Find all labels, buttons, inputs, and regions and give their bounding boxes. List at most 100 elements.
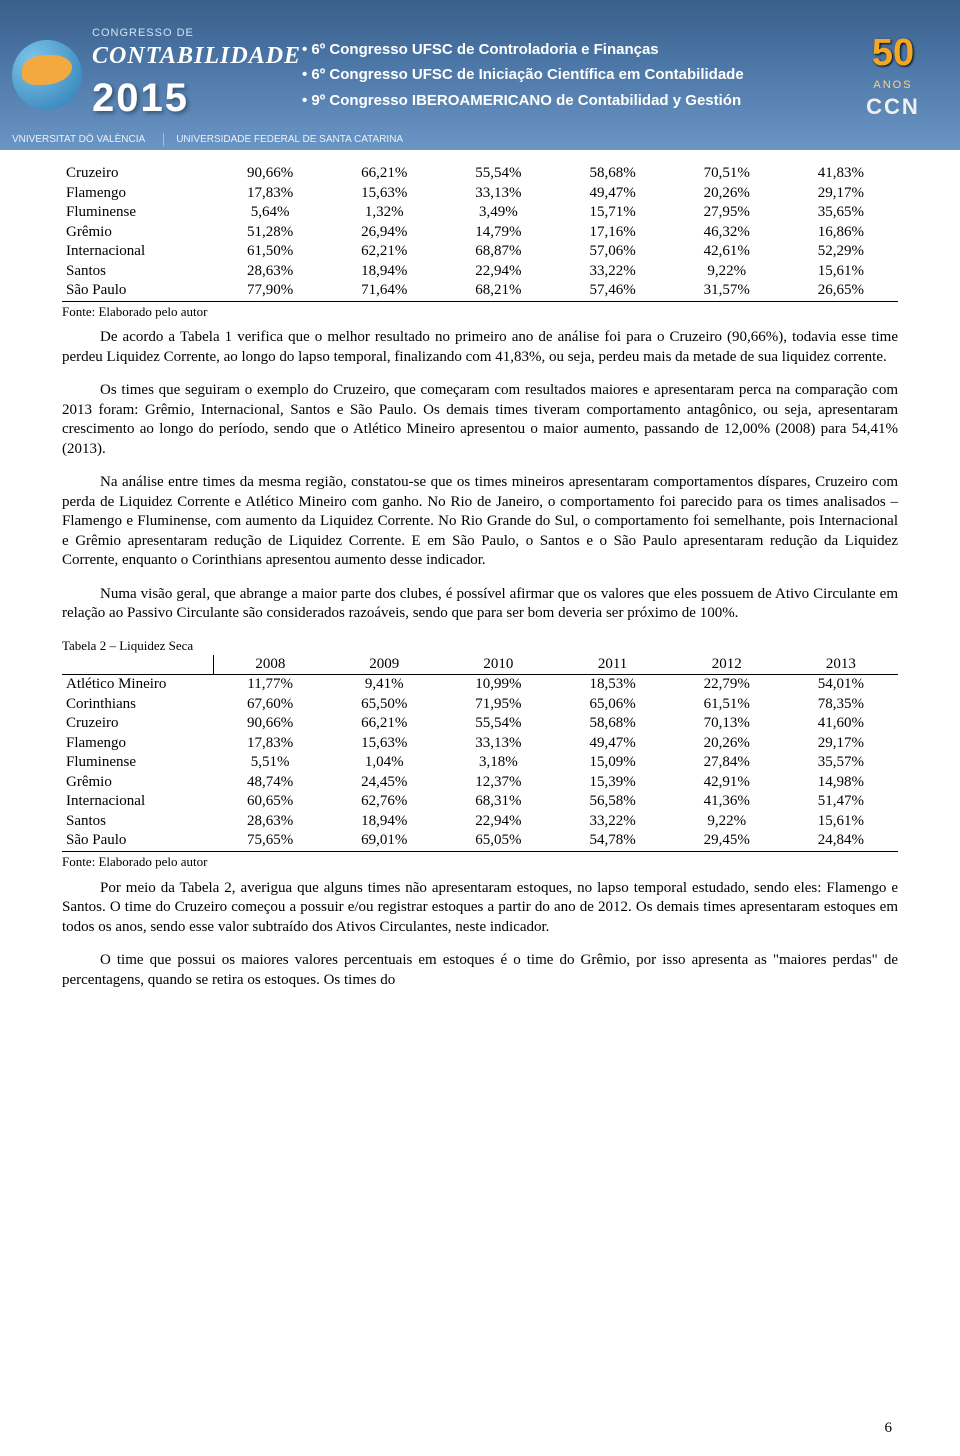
table-cell: 18,94% xyxy=(327,812,441,832)
table-cell: 33,13% xyxy=(441,734,555,754)
globe-icon xyxy=(12,40,82,110)
table-cell: 69,01% xyxy=(327,831,441,851)
table-header-cell xyxy=(62,655,213,675)
banner-title: CONTABILIDADE xyxy=(92,41,301,72)
anniversary-anos: ANOS xyxy=(873,78,912,92)
table-cell: Fluminense xyxy=(62,753,213,773)
banner-bullet: 6º Congresso UFSC de Iniciação Científic… xyxy=(302,65,838,85)
table-cell: 1,04% xyxy=(327,753,441,773)
partner-name: UNIVERSIDADE FEDERAL DE SANTA CATARINA xyxy=(163,133,403,146)
table-cell: 20,26% xyxy=(670,734,784,754)
banner-overline: CONGRESSO DE xyxy=(92,26,301,40)
table-cell: 70,13% xyxy=(670,714,784,734)
table-cell: 66,21% xyxy=(327,164,441,184)
banner-year: 2015 xyxy=(92,72,301,124)
table-cell: 22,94% xyxy=(441,262,555,282)
table-cell: 22,94% xyxy=(441,812,555,832)
table-cell: 24,45% xyxy=(327,773,441,793)
table-row: Grêmio48,74%24,45%12,37%15,39%42,91%14,9… xyxy=(62,773,898,793)
table-cell: São Paulo xyxy=(62,281,213,301)
table-cell: Cruzeiro xyxy=(62,714,213,734)
table-cell: 15,61% xyxy=(784,812,898,832)
table-cell: 61,51% xyxy=(670,695,784,715)
table-cell: Internacional xyxy=(62,242,213,262)
table-row: Internacional60,65%62,76%68,31%56,58%41,… xyxy=(62,792,898,812)
table-cell: 67,60% xyxy=(213,695,327,715)
table-cell: 24,84% xyxy=(784,831,898,851)
table-cell: Cruzeiro xyxy=(62,164,213,184)
table-cell: Fluminense xyxy=(62,203,213,223)
table-cell: Internacional xyxy=(62,792,213,812)
table-cell: 68,31% xyxy=(441,792,555,812)
table-cell: 33,22% xyxy=(556,812,670,832)
table-cell: 52,29% xyxy=(784,242,898,262)
table-cell: 78,35% xyxy=(784,695,898,715)
table-cell: 49,47% xyxy=(556,734,670,754)
table-row: Flamengo17,83%15,63%33,13%49,47%20,26%29… xyxy=(62,184,898,204)
table-cell: Grêmio xyxy=(62,773,213,793)
table-cell: 46,32% xyxy=(670,223,784,243)
table-row: São Paulo75,65%69,01%65,05%54,78%29,45%2… xyxy=(62,831,898,851)
table-cell: 77,90% xyxy=(213,281,327,301)
table-cell: 68,21% xyxy=(441,281,555,301)
table-cell: Flamengo xyxy=(62,734,213,754)
table-2: 200820092010201120122013 Atlético Mineir… xyxy=(62,655,898,852)
table-cell: 70,51% xyxy=(670,164,784,184)
table-cell: 57,06% xyxy=(556,242,670,262)
table-cell: 62,76% xyxy=(327,792,441,812)
table-cell: 12,37% xyxy=(441,773,555,793)
table-cell: 17,83% xyxy=(213,184,327,204)
table-cell: 11,77% xyxy=(213,675,327,695)
banner-bullets: 6º Congresso UFSC de Controladoria e Fin… xyxy=(292,34,838,117)
table-cell: Grêmio xyxy=(62,223,213,243)
anniversary-badge: 50 ANOS CCN xyxy=(838,20,948,130)
table-cell: 35,65% xyxy=(784,203,898,223)
table-cell: 41,60% xyxy=(784,714,898,734)
table-cell: 57,46% xyxy=(556,281,670,301)
table-cell: 51,47% xyxy=(784,792,898,812)
table-1-continuation: Cruzeiro90,66%66,21%55,54%58,68%70,51%41… xyxy=(62,164,898,302)
table-cell: 29,17% xyxy=(784,734,898,754)
partners-bar: VNIVERSITAT DÖ VALÈNCIA UNIVERSIDADE FED… xyxy=(12,133,403,146)
table-cell: 33,13% xyxy=(441,184,555,204)
table-cell: 42,91% xyxy=(670,773,784,793)
table-cell: 15,63% xyxy=(327,184,441,204)
table-cell: Atlético Mineiro xyxy=(62,675,213,695)
table-row: Corinthians67,60%65,50%71,95%65,06%61,51… xyxy=(62,695,898,715)
table-cell: 55,54% xyxy=(441,164,555,184)
table-cell: 5,64% xyxy=(213,203,327,223)
table-row: Fluminense5,64%1,32%3,49%15,71%27,95%35,… xyxy=(62,203,898,223)
table-cell: 15,39% xyxy=(556,773,670,793)
table-cell: 33,22% xyxy=(556,262,670,282)
table-cell: 28,63% xyxy=(213,812,327,832)
table-cell: 29,45% xyxy=(670,831,784,851)
table-cell: 9,41% xyxy=(327,675,441,695)
table-cell: 15,63% xyxy=(327,734,441,754)
table-cell: 14,79% xyxy=(441,223,555,243)
table-cell: Flamengo xyxy=(62,184,213,204)
table-row: Cruzeiro90,66%66,21%55,54%58,68%70,51%41… xyxy=(62,164,898,184)
table-cell: 20,26% xyxy=(670,184,784,204)
table-cell: 14,98% xyxy=(784,773,898,793)
table-cell: 90,66% xyxy=(213,164,327,184)
table-cell: 56,58% xyxy=(556,792,670,812)
table-row: São Paulo77,90%71,64%68,21%57,46%31,57%2… xyxy=(62,281,898,301)
table-cell: 71,64% xyxy=(327,281,441,301)
table-cell: 75,65% xyxy=(213,831,327,851)
table-cell: 65,05% xyxy=(441,831,555,851)
table-cell: 15,71% xyxy=(556,203,670,223)
table-cell: 41,83% xyxy=(784,164,898,184)
table-cell: 10,99% xyxy=(441,675,555,695)
table-cell: 31,57% xyxy=(670,281,784,301)
table-cell: 58,68% xyxy=(556,164,670,184)
page-header-banner: CONGRESSO DE CONTABILIDADE 2015 6º Congr… xyxy=(0,0,960,150)
banner-title-block: CONGRESSO DE CONTABILIDADE 2015 xyxy=(92,26,301,123)
table-cell: 65,06% xyxy=(556,695,670,715)
table-cell: 90,66% xyxy=(213,714,327,734)
table-row: Fluminense5,51%1,04%3,18%15,09%27,84%35,… xyxy=(62,753,898,773)
banner-left: CONGRESSO DE CONTABILIDADE 2015 xyxy=(12,26,292,123)
paragraph-4: Numa visão geral, que abrange a maior pa… xyxy=(62,585,898,624)
table-cell: 55,54% xyxy=(441,714,555,734)
table-cell: 17,16% xyxy=(556,223,670,243)
banner-bullet: 6º Congresso UFSC de Controladoria e Fin… xyxy=(302,40,838,60)
